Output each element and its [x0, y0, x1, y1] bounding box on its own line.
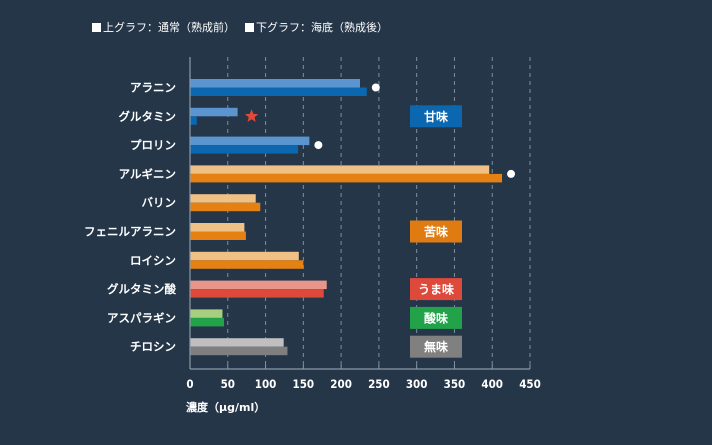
x-tick-label-100: 100 [255, 377, 277, 391]
bar-after-1 [190, 116, 197, 125]
category-label-5: フェニルアラニン [84, 225, 176, 239]
taste-badge-bg-1 [410, 220, 462, 243]
bar-after-2 [190, 145, 299, 154]
legend-swatch-top [92, 22, 101, 32]
bar-before-9 [190, 338, 284, 347]
taste-badge-label-2: うま味 [418, 282, 454, 297]
category-label-4: バリン [142, 196, 177, 210]
category-label-2: プロリン [130, 138, 176, 152]
taste-badge-label-3: 酸味 [424, 310, 448, 325]
tick-labels: 0 50 100 150 200 250 300 350 400 450 [186, 377, 540, 391]
category-label-6: ロイシン [130, 253, 176, 267]
legend-label-top: 上グラフ：通常（熟成前） [103, 21, 235, 34]
x-tick-label-300: 300 [406, 377, 428, 391]
bar-after-8 [190, 317, 224, 327]
legend-label-bottom: 下グラフ：海底（熟成後） [256, 21, 388, 34]
x-tick-label-250: 250 [368, 377, 390, 391]
legend-swatch-bottom [245, 22, 254, 32]
bar-before-6 [190, 251, 299, 261]
gridlines [227, 57, 531, 369]
bar-before-5 [190, 223, 245, 232]
taste-badge-label-4: 無味 [424, 339, 448, 354]
taste-badge-1: 苦味 [410, 220, 462, 243]
bar-after-5 [190, 231, 246, 240]
taste-badge-bg-3 [410, 306, 462, 329]
bar-before-2 [190, 136, 310, 146]
axes [189, 57, 531, 370]
bar-before-8 [190, 309, 223, 318]
legend-item-top: 上グラフ：通常（熟成前） [92, 19, 235, 35]
taste-badge-0: 甘味 [410, 105, 462, 128]
bar-before-4 [190, 194, 256, 203]
circle-marker-2 [314, 141, 323, 150]
circle-marker-0 [371, 83, 380, 92]
x-tick-label-450: 450 [519, 377, 541, 391]
bars [190, 79, 503, 356]
category-labels: アラニングルタミンプロリンアルギニンバリンフェニルアラニンロイシングルタミン酸ア… [84, 81, 176, 354]
x-tick-label-0: 0 [186, 377, 193, 391]
taste-badge-bg-2 [410, 278, 462, 301]
category-label-9: チロシン [130, 340, 176, 354]
taste-badge-bg-0 [410, 105, 462, 128]
markers [244, 83, 516, 178]
bar-after-4 [190, 202, 261, 212]
taste-badge-label-1: 苦味 [424, 224, 448, 239]
bar-after-3 [190, 173, 503, 183]
circle-marker-3 [507, 169, 516, 178]
taste-badge-4: 無味 [410, 335, 462, 358]
x-axis-label: 濃度（μg/ml） [186, 400, 265, 414]
legend-item-bottom: 下グラフ：海底（熟成後） [245, 19, 388, 35]
bar-after-0 [190, 87, 367, 96]
bar-before-7 [190, 280, 327, 290]
category-label-0: アラニン [130, 81, 176, 95]
star-icon [244, 109, 259, 122]
bar-before-0 [190, 79, 360, 88]
bar-before-3 [190, 165, 490, 174]
category-label-1: グルタミン [119, 109, 177, 123]
bar-after-9 [190, 346, 288, 356]
x-tick-label-350: 350 [444, 377, 466, 391]
category-label-8: アスパラギン [107, 311, 176, 325]
bar-before-1 [190, 107, 238, 117]
taste-badge-bg-4 [410, 335, 462, 358]
taste-badge-label-0: 甘味 [424, 109, 448, 124]
x-tick-label-400: 400 [481, 377, 503, 391]
bar-after-6 [190, 260, 304, 269]
category-label-3: アルギニン [119, 167, 176, 181]
taste-badge-2: うま味 [410, 278, 462, 301]
x-tick-label-50: 50 [221, 377, 235, 391]
taste-badge-3: 酸味 [410, 306, 462, 329]
x-tick-label-150: 150 [293, 377, 315, 391]
category-label-7: グルタミン酸 [107, 282, 176, 296]
bar-after-7 [190, 289, 324, 298]
x-tick-label-200: 200 [330, 377, 352, 391]
